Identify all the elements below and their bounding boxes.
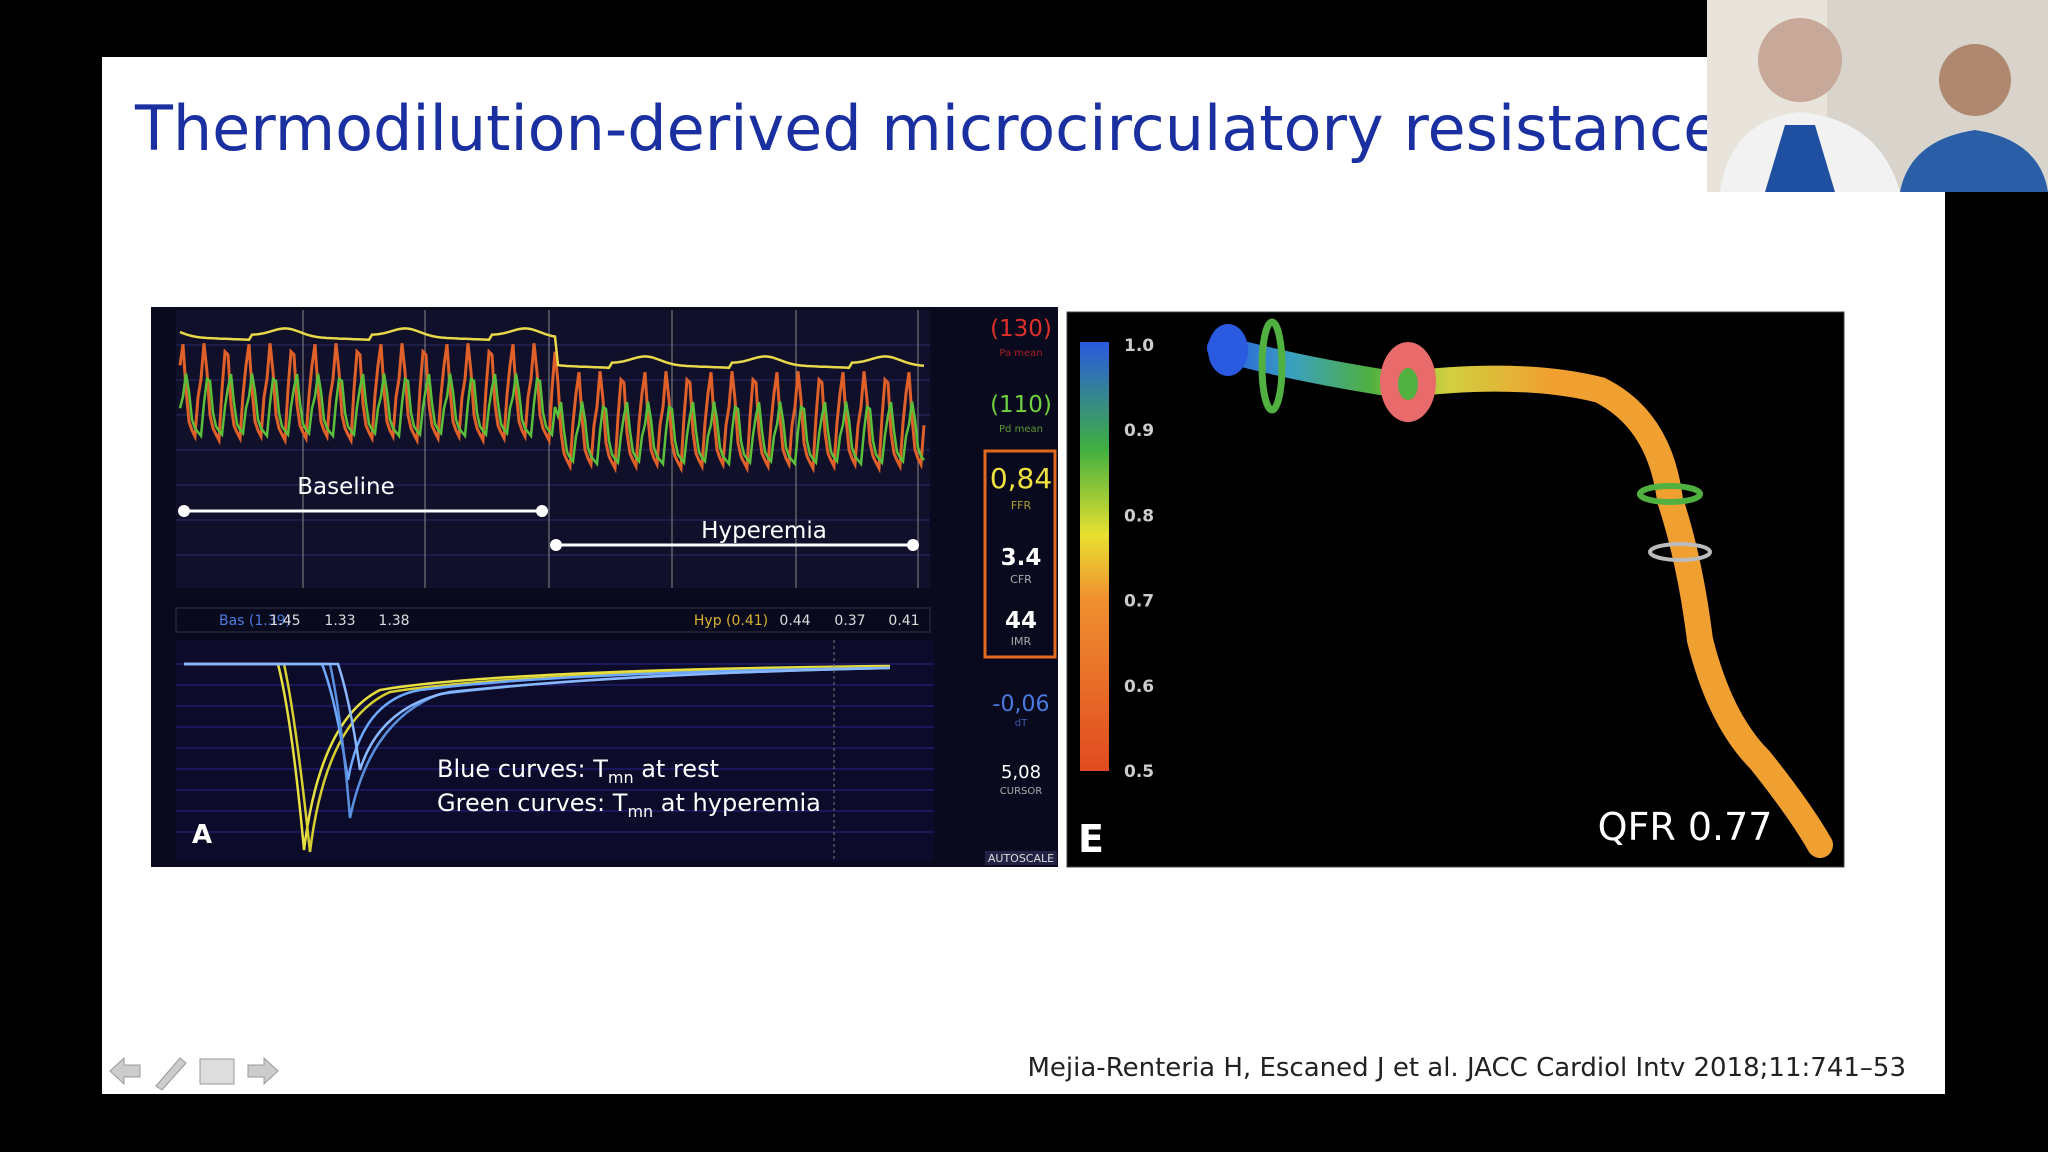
cfr-label: CFR: [1010, 573, 1032, 586]
qfr-label: QFR 0.77: [1598, 805, 1773, 849]
citation: Mejia-Renteria H, Escaned J et al. JACC …: [1028, 1053, 1907, 1083]
results-row: [175, 607, 931, 633]
imr-label: IMR: [1011, 635, 1032, 648]
baseline-label: Baseline: [297, 474, 395, 500]
marker-dot: [178, 505, 190, 517]
webcam: [1707, 0, 2048, 192]
pa-value: (130): [990, 316, 1052, 342]
ring: [1637, 483, 1703, 505]
legend-blue: Blue curves: Tmn at rest: [437, 755, 719, 787]
vessel-ostium: [1208, 324, 1248, 376]
next-button[interactable]: [247, 1056, 279, 1086]
cursor-label: CURSOR: [1000, 786, 1042, 797]
autoscale-label: AUTOSCALE: [988, 852, 1054, 865]
cursor-value: 5,08: [1001, 762, 1041, 783]
slide-title: Thermodilution-derived microcirculatory …: [134, 92, 1765, 165]
thermo-curves: [184, 662, 891, 853]
thermo-plot: [176, 640, 934, 862]
pen-button[interactable]: [155, 1057, 187, 1091]
ring: [1648, 542, 1712, 562]
hyperemia-result: Hyp (0.41): [694, 613, 768, 629]
marker-dot: [536, 505, 548, 517]
ring-core: [1398, 368, 1418, 400]
person-head: [1939, 44, 2011, 116]
marker-dot: [550, 539, 562, 551]
panel-e-bg: [1066, 311, 1845, 868]
menu-button[interactable]: [199, 1058, 235, 1085]
panel-e: 1.0 0.9 0.8 0.7 0.6 0.5 E QFR 0.77: [1066, 311, 1845, 868]
index-box: [983, 449, 1057, 659]
scale-label: 0.8: [1124, 506, 1154, 526]
cfr-value: 3.4: [1001, 545, 1042, 571]
pd-value: (110): [990, 392, 1052, 418]
legend-green: Green curves: Tmn at hyperemia: [437, 789, 821, 821]
baseline-result: 1.33: [324, 613, 355, 629]
hyperemia-result: 0.41: [888, 613, 919, 629]
thermo-grid: [176, 663, 934, 833]
ffr-value: 0,84: [990, 462, 1052, 495]
slide-nav: [109, 1056, 279, 1091]
prev-button[interactable]: [109, 1056, 141, 1086]
scale-label: 1.0: [1124, 336, 1154, 356]
scale-label: 0.9: [1124, 421, 1154, 441]
scale-label: 0.6: [1124, 677, 1154, 697]
mean-trace: [179, 327, 925, 370]
panel-a: Baseline Hyperemia Bas (1.39)1.45 1.33 1.3…: [151, 307, 1058, 867]
dt-label: dT: [1015, 718, 1028, 729]
dt-value: -0,06: [993, 692, 1050, 717]
marker-dot: [907, 539, 919, 551]
scale-label: 0.7: [1124, 592, 1154, 612]
hyperemia-result: 0.37: [834, 613, 865, 629]
person-scrubs: [1900, 130, 2048, 192]
person-scrubs: [1765, 125, 1835, 192]
hyperemia-label: Hyperemia: [701, 518, 827, 544]
hyperemia-result: 0.44: [779, 613, 810, 629]
imr-value: 44: [1005, 608, 1037, 634]
ffr-label: FFR: [1011, 499, 1032, 512]
panel-letter: E: [1078, 817, 1104, 861]
baseline-result: 1.45: [269, 613, 300, 629]
person-head: [1758, 18, 1842, 102]
panel-letter: A: [192, 820, 212, 850]
baseline-result: Bas (1.39): [219, 613, 291, 629]
scale-label: 0.5: [1124, 762, 1154, 782]
pa-label: Pa mean: [999, 348, 1042, 359]
baseline-result: 1.38: [378, 613, 409, 629]
ring: [1258, 318, 1286, 414]
pd-label: Pd mean: [999, 424, 1043, 435]
autoscale-button: [985, 851, 1057, 865]
pa-trace: [178, 343, 926, 474]
color-bar: [1080, 342, 1109, 771]
pd-trace: [178, 373, 925, 467]
